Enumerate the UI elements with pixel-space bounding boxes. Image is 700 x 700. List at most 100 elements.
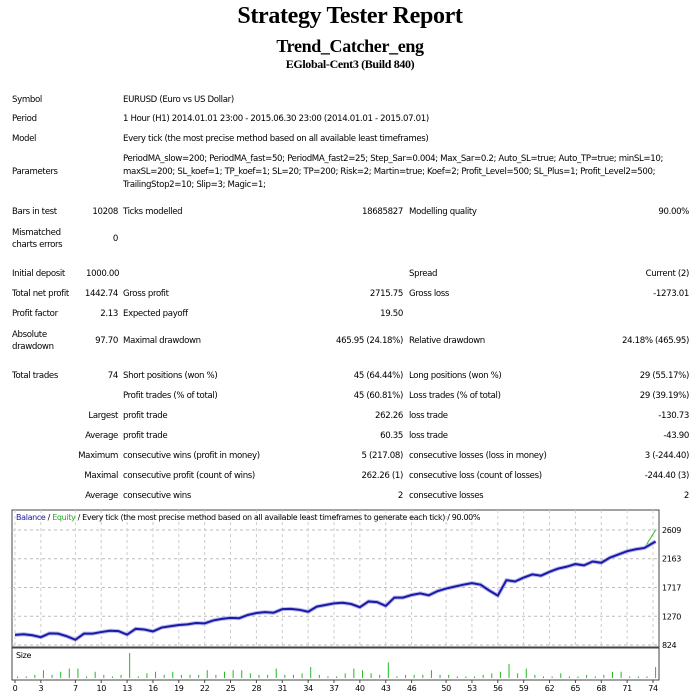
x-tick-label: 16 bbox=[148, 684, 158, 693]
stat-label: Modelling quality bbox=[409, 207, 477, 217]
model-label: Model bbox=[12, 134, 37, 144]
period-label: Period bbox=[12, 114, 37, 124]
x-tick-label: 22 bbox=[200, 684, 210, 693]
stat-value: 1442.74 bbox=[84, 289, 118, 299]
y-tick-label: 1270 bbox=[662, 612, 681, 621]
stat-label: consecutive loss (count of losses) bbox=[409, 471, 542, 481]
stat-label: Ticks modelled bbox=[123, 207, 183, 217]
stat-value: 60.35 bbox=[380, 431, 403, 441]
stat-value: 74 bbox=[107, 371, 119, 381]
stat-value: 19.50 bbox=[380, 309, 403, 319]
stat-label: consecutive wins bbox=[123, 491, 191, 501]
stat-value: Largest bbox=[88, 411, 118, 421]
stat-value: -1273.01 bbox=[653, 289, 689, 299]
stat-label: Maximal drawdown bbox=[123, 336, 201, 346]
stat-label: consecutive wins (profit in money) bbox=[123, 451, 260, 461]
legend-equity: Equity bbox=[52, 513, 76, 522]
x-tick-label: 53 bbox=[467, 684, 477, 693]
stat-value: 2 bbox=[683, 491, 689, 501]
symbol-value: EURUSD (Euro vs US Dollar) bbox=[123, 95, 234, 105]
x-tick-label: 37 bbox=[329, 684, 339, 693]
x-tick-label: 68 bbox=[597, 684, 607, 693]
x-tick-label: 3 bbox=[38, 684, 43, 693]
stat-value: 5 (217.08) bbox=[361, 451, 404, 461]
x-tick-label: 59 bbox=[519, 684, 529, 693]
stat-label: Total net profit bbox=[12, 289, 69, 299]
stat-value: 29 (55.17%) bbox=[639, 371, 690, 381]
x-tick-label: 62 bbox=[545, 684, 555, 693]
stat-value: 45 (60.81%) bbox=[353, 391, 404, 401]
x-tick-label: 71 bbox=[622, 684, 632, 693]
y-tick-label: 824 bbox=[662, 641, 676, 650]
x-tick-label: 13 bbox=[122, 684, 132, 693]
stat-value: 2 bbox=[397, 491, 403, 501]
stat-label: Short positions (won %) bbox=[123, 371, 218, 381]
stat-value: Maximal bbox=[84, 471, 118, 481]
stat-label: consecutive losses bbox=[409, 491, 484, 501]
stat-value: Average bbox=[85, 431, 118, 441]
x-tick-label: 31 bbox=[278, 684, 288, 693]
stat-label: Initial deposit bbox=[12, 269, 65, 279]
x-tick-label: 43 bbox=[381, 684, 391, 693]
legend-balance: Balance bbox=[16, 513, 46, 522]
stat-label: Spread bbox=[409, 269, 438, 279]
x-tick-label: 19 bbox=[174, 684, 184, 693]
stat-value: 3 (-244.40) bbox=[644, 451, 690, 461]
stat-value: 10208 bbox=[92, 207, 118, 217]
x-tick-label: 40 bbox=[355, 684, 365, 693]
y-tick-label: 2609 bbox=[662, 526, 681, 535]
stat-label: consecutive losses (loss in money) bbox=[409, 451, 547, 461]
x-tick-label: 7 bbox=[73, 684, 78, 693]
stat-value: -130.73 bbox=[658, 411, 689, 421]
stat-label: Gross profit bbox=[123, 289, 169, 299]
stat-value: 262.26 (1) bbox=[361, 471, 404, 481]
stat-value: 29 (39.19%) bbox=[639, 391, 690, 401]
stat-label: Profit trades (% of total) bbox=[123, 391, 218, 401]
x-tick-label: 28 bbox=[252, 684, 262, 693]
size-plot-frame bbox=[11, 647, 660, 681]
stat-label: consecutive profit (count of wins) bbox=[123, 471, 255, 481]
symbol-label: Symbol bbox=[12, 95, 42, 105]
balance-line bbox=[14, 540, 657, 641]
stat-label: Loss trades (% of total) bbox=[409, 391, 501, 401]
stat-label: Long positions (won %) bbox=[409, 371, 502, 381]
x-tick-label: 74 bbox=[648, 684, 658, 693]
x-tick-label: 56 bbox=[493, 684, 503, 693]
stat-value: -244.40 (3) bbox=[644, 471, 690, 481]
legend-separator: / bbox=[45, 513, 53, 522]
stat-label: Profit factor bbox=[12, 309, 58, 319]
stat-value: 465.95 (24.18%) bbox=[335, 336, 403, 346]
x-tick-label: 50 bbox=[441, 684, 451, 693]
parameters-label: Parameters bbox=[12, 167, 58, 177]
stat-label: Absolute drawdown bbox=[12, 330, 54, 352]
parameters-line: PeriodMA_slow=200; PeriodMA_fast=50; Per… bbox=[123, 154, 664, 164]
model-value: Every tick (the most precise method base… bbox=[123, 134, 429, 144]
stat-label: profit trade bbox=[123, 411, 168, 421]
x-tick-label: 65 bbox=[571, 684, 581, 693]
legend-description: / Every tick (the most precise method ba… bbox=[75, 513, 481, 522]
x-tick-label: 25 bbox=[226, 684, 236, 693]
stat-label: loss trade bbox=[409, 411, 448, 421]
period-value: 1 Hour (H1) 2014.01.01 23:00 - 2015.06.3… bbox=[123, 114, 429, 124]
x-tick-label: 46 bbox=[407, 684, 417, 693]
stat-label: profit trade bbox=[123, 431, 168, 441]
stat-value: 2.13 bbox=[100, 309, 118, 319]
y-tick-label: 2163 bbox=[662, 555, 681, 564]
stat-label: Total trades bbox=[12, 371, 58, 381]
stat-value: 18685827 bbox=[362, 207, 403, 217]
stat-label: Expected payoff bbox=[123, 309, 188, 319]
stat-value: Maximum bbox=[78, 451, 118, 461]
y-tick-label: 1717 bbox=[662, 583, 681, 592]
x-tick-label: 0 bbox=[13, 684, 18, 693]
stat-label: Gross loss bbox=[409, 289, 450, 299]
main-plot-frame bbox=[11, 509, 660, 648]
stat-value: 45 (64.44%) bbox=[353, 371, 404, 381]
size-label: Size bbox=[16, 651, 32, 660]
x-tick-label: 34 bbox=[303, 684, 313, 693]
stat-value: 24.18% (465.95) bbox=[621, 336, 689, 346]
stat-label: Bars in test bbox=[12, 207, 57, 217]
parameters-line: maxSL=200; SL_koef=1; TP_koef=1; SL=20; … bbox=[123, 167, 656, 177]
stat-label: Mismatched charts errors bbox=[12, 228, 63, 250]
x-tick-label: 10 bbox=[96, 684, 106, 693]
